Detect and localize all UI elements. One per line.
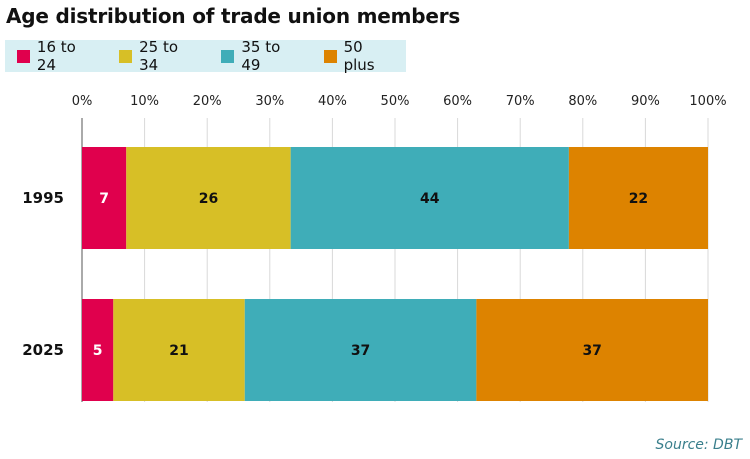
data-label: 37 — [351, 343, 370, 359]
category-label: 2025 — [22, 341, 64, 359]
x-tick-label: 40% — [318, 94, 347, 109]
legend: 16 to 24 25 to 34 35 to 49 50 plus — [5, 38, 406, 74]
bar-segment-1995-1 — [126, 147, 291, 249]
data-label: 5 — [93, 343, 103, 359]
legend-label: 25 to 34 — [139, 38, 179, 74]
bar-segment-2025-1 — [113, 299, 245, 401]
x-tick-label: 90% — [631, 94, 660, 109]
chart-title: Age distribution of trade union members — [6, 4, 461, 28]
x-tick-label: 30% — [255, 94, 284, 109]
x-tick-label: 70% — [506, 94, 535, 109]
data-label: 37 — [582, 343, 601, 359]
x-tick-label: 20% — [193, 94, 222, 109]
bar-segment-1995-2 — [290, 147, 569, 249]
legend-label: 50 plus — [343, 38, 375, 74]
legend-item-2: 35 to 49 — [221, 38, 303, 74]
x-tick-label: 50% — [381, 94, 410, 109]
legend-label: 16 to 24 — [36, 38, 76, 74]
bar-segment-2025-0 — [82, 299, 114, 401]
legend-swatch — [221, 49, 235, 63]
legend-item-0: 16 to 24 — [17, 38, 99, 74]
x-tick-label: 0% — [72, 94, 93, 109]
legend-label: 35 to 49 — [241, 38, 281, 74]
legend-item-3: 50 plus — [323, 38, 398, 74]
data-label: 7 — [99, 191, 109, 207]
data-label: 21 — [169, 343, 188, 359]
source-note: Source: DBT — [655, 437, 743, 453]
data-label: 22 — [629, 191, 648, 207]
bar-segment-1995-0 — [82, 147, 127, 249]
x-tick-label: 60% — [443, 94, 472, 109]
data-label: 26 — [199, 191, 218, 207]
bar-segment-2025-3 — [476, 299, 708, 401]
legend-swatch — [323, 49, 337, 63]
x-tick-label: 100% — [689, 94, 726, 109]
data-label: 44 — [420, 191, 440, 207]
bar-segment-2025-2 — [244, 299, 477, 401]
bar-segment-1995-3 — [568, 147, 708, 249]
x-tick-label: 10% — [130, 94, 159, 109]
legend-swatch — [119, 49, 133, 63]
legend-swatch — [17, 49, 30, 63]
category-label: 1995 — [22, 189, 64, 207]
x-tick-label: 80% — [568, 94, 597, 109]
legend-item-1: 25 to 34 — [119, 38, 201, 74]
